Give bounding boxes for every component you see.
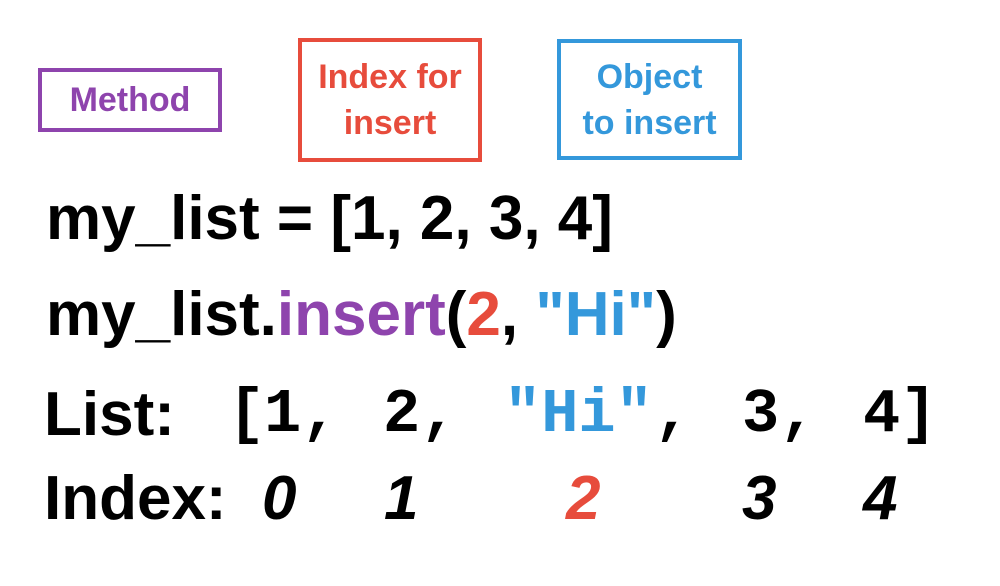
code-index-argument: 2 (466, 280, 501, 349)
result-close-bracket: ] (900, 379, 938, 450)
result-open-bracket: [ (228, 379, 266, 450)
object-to-insert-label-line2: to insert (582, 103, 717, 142)
code-line-list-definition: my_list = [1, 2, 3, 4] (46, 184, 613, 253)
result-item-hi: "Hi" (504, 379, 653, 450)
code-line-insert-call: my_list.insert(2, "Hi") (46, 280, 677, 350)
result-item-2: 2, (383, 379, 458, 450)
index-for-insert-label-line2: insert (343, 104, 437, 142)
index-for-insert-label-line1: Index for (318, 58, 462, 96)
result-item-1: 1, (264, 379, 339, 450)
code-close-paren: ) (656, 280, 677, 349)
result-index-label: Index: (44, 464, 227, 533)
object-to-insert-label-box: Object to insert (557, 39, 742, 160)
index-1: 1 (384, 464, 419, 533)
index-4: 4 (863, 464, 898, 533)
index-3: 3 (742, 464, 777, 533)
method-label: Method (69, 81, 191, 119)
code-object-argument: "Hi" (535, 280, 657, 349)
index-2: 2 (566, 464, 601, 533)
method-label-box: Method (38, 68, 222, 132)
result-item-hi-comma: , (654, 379, 692, 450)
result-item-3: 3, (742, 379, 817, 450)
result-list-label: List: (44, 380, 175, 449)
code-method-name: insert (276, 280, 446, 349)
index-0: 0 (262, 464, 297, 533)
result-item-4: 4 (863, 379, 901, 450)
object-to-insert-label-line1: Object (596, 57, 703, 96)
code-comma: , (500, 280, 536, 349)
code-open-paren: ( (445, 280, 467, 349)
index-for-insert-label-box: Index for insert (298, 38, 482, 162)
code-object-name: my_list. (46, 280, 277, 349)
